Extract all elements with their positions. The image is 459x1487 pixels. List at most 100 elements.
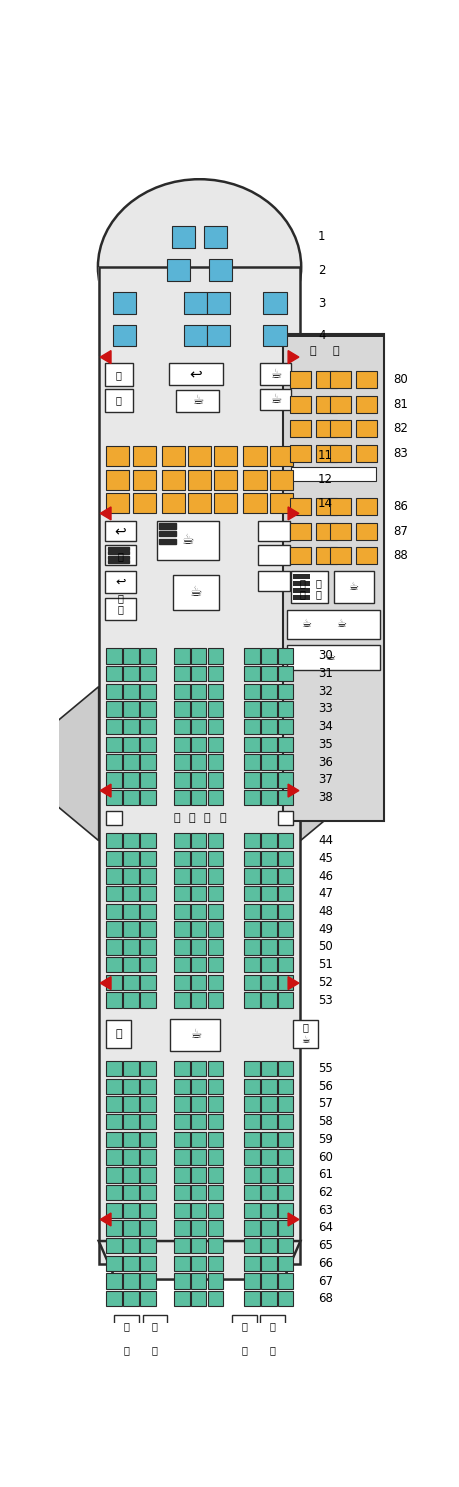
- Bar: [315, 445, 336, 462]
- Bar: [140, 992, 155, 1008]
- Bar: [293, 1020, 318, 1048]
- Bar: [207, 922, 223, 937]
- Bar: [244, 1239, 259, 1254]
- Bar: [123, 790, 139, 806]
- Bar: [244, 974, 259, 990]
- Bar: [243, 446, 266, 465]
- Bar: [278, 1273, 293, 1289]
- Bar: [293, 587, 310, 593]
- Bar: [261, 684, 276, 699]
- Bar: [278, 1167, 293, 1182]
- Bar: [244, 1114, 259, 1130]
- Bar: [190, 851, 206, 865]
- Bar: [244, 958, 259, 972]
- Bar: [207, 1167, 223, 1182]
- Bar: [291, 467, 375, 482]
- Bar: [244, 886, 259, 901]
- Bar: [278, 1078, 293, 1094]
- Bar: [214, 446, 237, 465]
- Text: 47: 47: [318, 888, 332, 900]
- Bar: [112, 324, 135, 346]
- Text: 🚹: 🚹: [299, 589, 305, 599]
- Text: ↩: ↩: [189, 366, 202, 382]
- Bar: [190, 958, 206, 972]
- Bar: [106, 1060, 122, 1077]
- Bar: [106, 666, 122, 681]
- Bar: [244, 851, 259, 865]
- Bar: [329, 421, 351, 437]
- Bar: [207, 648, 223, 663]
- Bar: [106, 702, 122, 717]
- Bar: [140, 958, 155, 972]
- Bar: [123, 1096, 139, 1112]
- Bar: [123, 958, 139, 972]
- Bar: [106, 1273, 122, 1289]
- Bar: [207, 1060, 223, 1077]
- Bar: [140, 720, 155, 735]
- Bar: [278, 958, 293, 972]
- Bar: [207, 293, 230, 314]
- Bar: [214, 494, 237, 513]
- Bar: [140, 1239, 155, 1254]
- Bar: [123, 1273, 139, 1289]
- Bar: [244, 904, 259, 919]
- Bar: [190, 1291, 206, 1307]
- Text: 🚹: 🚹: [314, 577, 320, 587]
- Text: 🚹: 🚹: [309, 346, 315, 355]
- Bar: [278, 1114, 293, 1130]
- Bar: [355, 547, 377, 564]
- Bar: [140, 1203, 155, 1218]
- Text: 12: 12: [318, 473, 332, 486]
- Text: 37: 37: [318, 773, 332, 787]
- Polygon shape: [99, 1242, 300, 1279]
- Bar: [106, 494, 129, 513]
- Bar: [132, 446, 155, 465]
- Bar: [207, 1149, 223, 1164]
- Polygon shape: [287, 507, 298, 520]
- Bar: [207, 904, 223, 919]
- Polygon shape: [287, 977, 298, 989]
- Text: 57: 57: [318, 1097, 332, 1111]
- Bar: [174, 868, 189, 883]
- Bar: [174, 851, 189, 865]
- Bar: [243, 494, 266, 513]
- Bar: [207, 1221, 223, 1236]
- Text: 44: 44: [318, 834, 332, 848]
- Bar: [106, 1149, 122, 1164]
- Bar: [207, 1096, 223, 1112]
- Bar: [278, 1291, 293, 1307]
- Bar: [244, 720, 259, 735]
- Bar: [106, 684, 122, 699]
- Polygon shape: [100, 977, 111, 989]
- Bar: [140, 754, 155, 770]
- Bar: [244, 1203, 259, 1218]
- Polygon shape: [300, 687, 346, 840]
- Bar: [123, 974, 139, 990]
- Text: 31: 31: [318, 668, 332, 680]
- Bar: [123, 1167, 139, 1182]
- Bar: [106, 974, 122, 990]
- Bar: [190, 1114, 206, 1130]
- Bar: [132, 470, 155, 489]
- Bar: [174, 1221, 189, 1236]
- Bar: [355, 498, 377, 515]
- Bar: [174, 736, 189, 752]
- Bar: [283, 335, 383, 338]
- Bar: [174, 1149, 189, 1164]
- Bar: [355, 396, 377, 412]
- Bar: [140, 974, 155, 990]
- Bar: [261, 1221, 276, 1236]
- Bar: [278, 1149, 293, 1164]
- Bar: [140, 1149, 155, 1164]
- Bar: [333, 571, 373, 604]
- Bar: [260, 388, 291, 410]
- Bar: [261, 648, 276, 663]
- Text: 53: 53: [318, 993, 332, 1007]
- Bar: [190, 684, 206, 699]
- Bar: [315, 396, 336, 412]
- Bar: [105, 598, 135, 620]
- Bar: [123, 1221, 139, 1236]
- Bar: [190, 1167, 206, 1182]
- Bar: [172, 226, 195, 248]
- Bar: [158, 531, 175, 537]
